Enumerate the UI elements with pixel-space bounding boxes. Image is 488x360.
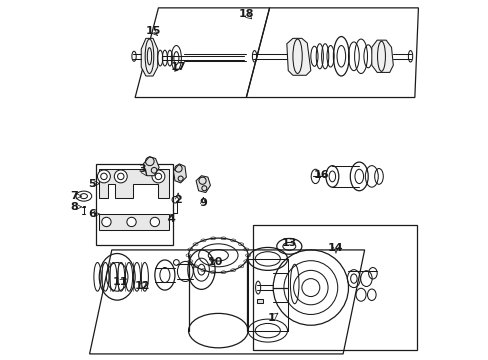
Text: 12: 12 (134, 281, 150, 291)
Text: 5: 5 (88, 179, 96, 189)
Ellipse shape (97, 170, 110, 183)
Text: 14: 14 (327, 243, 343, 253)
Ellipse shape (114, 170, 127, 183)
Text: 11: 11 (113, 277, 128, 287)
Text: 9: 9 (199, 198, 207, 208)
Ellipse shape (126, 217, 136, 226)
Text: 16: 16 (313, 170, 329, 180)
Polygon shape (141, 39, 158, 76)
Ellipse shape (102, 217, 111, 226)
Text: 17: 17 (170, 62, 185, 72)
Text: 1: 1 (267, 313, 275, 323)
Text: 3: 3 (138, 164, 146, 174)
Polygon shape (196, 176, 210, 193)
Bar (96, 164, 172, 244)
Text: 10: 10 (208, 257, 223, 267)
Polygon shape (173, 164, 186, 183)
Ellipse shape (152, 170, 164, 183)
Text: 18: 18 (238, 9, 254, 19)
Text: 2: 2 (174, 195, 182, 205)
Ellipse shape (150, 217, 159, 226)
Text: 7: 7 (70, 191, 78, 201)
Ellipse shape (100, 215, 113, 228)
Polygon shape (143, 157, 159, 176)
Text: 8: 8 (70, 202, 78, 212)
Bar (253, 225, 416, 350)
Text: 6: 6 (88, 209, 96, 219)
Polygon shape (286, 39, 310, 75)
Ellipse shape (125, 215, 138, 228)
Text: 4: 4 (167, 215, 175, 224)
Text: 13: 13 (281, 238, 296, 248)
Polygon shape (99, 169, 169, 198)
Text: 15: 15 (145, 26, 161, 36)
Bar (256, 299, 263, 303)
Bar (99, 214, 169, 230)
Polygon shape (371, 40, 392, 72)
